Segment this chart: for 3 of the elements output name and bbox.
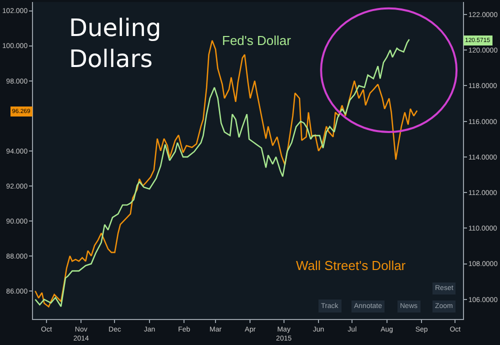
text: Wall Street's Dollar	[296, 258, 406, 273]
text: Dueling Dollars	[69, 14, 162, 74]
text: Fed's Dollar	[222, 33, 292, 48]
